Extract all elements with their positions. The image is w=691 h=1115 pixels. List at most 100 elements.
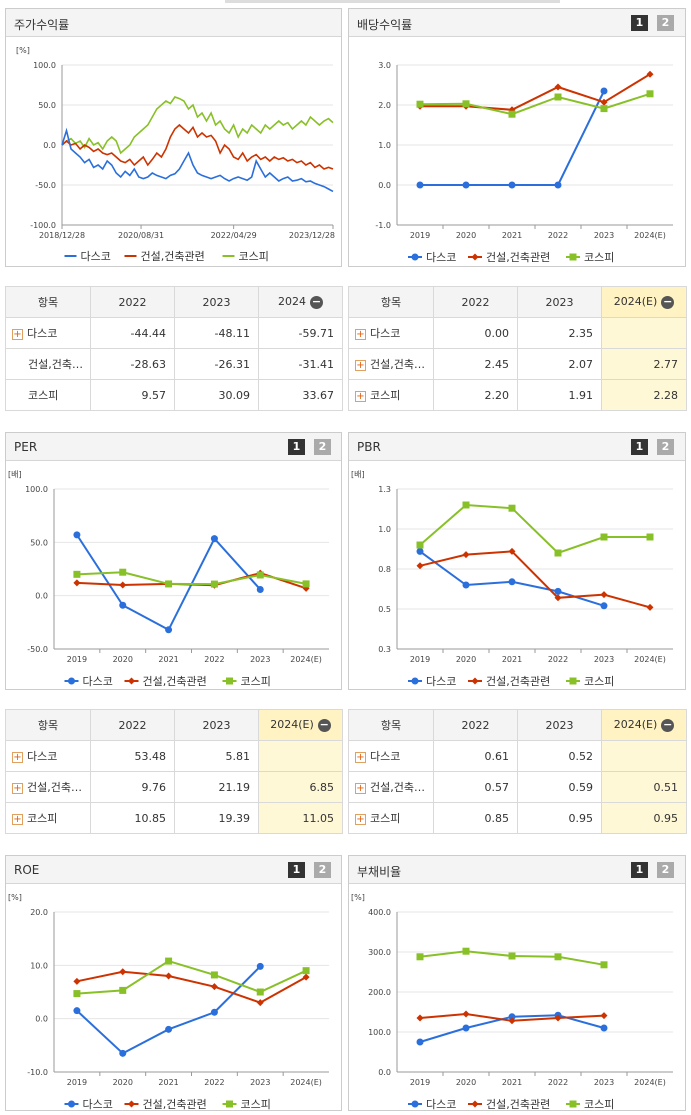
collapse-icon[interactable]: − <box>661 294 675 309</box>
data-point <box>600 1024 608 1032</box>
cell-value: 10.85 <box>90 802 175 834</box>
view-2-button[interactable]: 2 <box>314 862 331 878</box>
row-label: + 다스코 <box>348 317 434 349</box>
column-header: 2023 <box>174 286 259 318</box>
table-row: + 코스피 0.85 0.95 0.95 <box>348 802 687 834</box>
y-tick-label: 0.0 <box>378 1068 391 1077</box>
y-tick-label: 100.0 <box>25 485 48 494</box>
column-header: 2022 <box>433 286 518 318</box>
data-point <box>554 594 562 602</box>
data-point <box>416 541 424 549</box>
data-point <box>165 626 173 634</box>
expand-icon[interactable]: + <box>355 359 366 371</box>
view-1-button[interactable]: 1 <box>288 862 305 878</box>
view-2-button[interactable]: 2 <box>657 439 674 455</box>
panel-header: 부채비율 1 2 <box>349 856 685 884</box>
legend-marker <box>128 1100 135 1108</box>
per-chart: [배]100.0 50.0 0.0 -50.0 2019 2020 2021 2022 2023… <box>8 470 329 688</box>
view-1-button[interactable]: 1 <box>288 439 305 455</box>
expand-icon[interactable]: + <box>12 782 23 794</box>
cell-value: 0.95 <box>517 802 602 834</box>
column-header: 2024(E) − <box>601 709 687 741</box>
cell-value: -28.63 <box>90 348 175 380</box>
series-line <box>61 127 334 193</box>
view-1-button[interactable]: 1 <box>631 439 648 455</box>
data-point <box>256 999 264 1007</box>
data-point <box>508 547 516 555</box>
collapse-icon[interactable]: − <box>310 294 323 309</box>
row-label: + 다스코 <box>5 317 91 349</box>
row-label: 코스피 <box>5 379 91 411</box>
data-point <box>416 562 424 570</box>
cell-value: 19.39 <box>174 802 259 834</box>
legend-marker <box>411 1100 419 1108</box>
data-point <box>210 1008 218 1016</box>
cell-value: 0.00 <box>433 317 518 349</box>
table-row: + 다스코 0.00 2.35 <box>348 317 687 349</box>
column-header: 항목 <box>348 286 434 318</box>
cell-value: 0.85 <box>433 802 518 834</box>
collapse-icon[interactable]: − <box>317 717 331 732</box>
legend-marker <box>68 1100 75 1108</box>
data-point <box>508 1013 516 1021</box>
row-label: + 건설,건축… <box>5 771 91 803</box>
data-point <box>119 1049 127 1057</box>
table-header-row: 항목 2022 2023 2024− <box>5 286 343 318</box>
x-tick-label: 2020 <box>456 231 476 240</box>
legend-marker <box>471 253 479 261</box>
pbr-panel: PBR 1 2 [배] 1.3 1.0 0.8 0.5 0.3 2019 2020 2021 20… <box>348 432 686 690</box>
view-1-button[interactable]: 1 <box>631 15 648 31</box>
legend-marker <box>471 677 479 685</box>
data-point <box>462 1010 470 1018</box>
column-header: 2022 <box>90 286 175 318</box>
data-point <box>416 1014 424 1022</box>
legend-marker <box>226 1100 233 1108</box>
legend-label: 코스피 <box>584 1098 614 1110</box>
data-point <box>462 501 470 509</box>
cell-value: 2.07 <box>517 348 602 380</box>
stock-return-table: 항목 2022 2023 2024− + 다스코 -44.44 -48.11 -59.71 건설,… <box>5 286 343 411</box>
cell-value: 0.51 <box>601 771 687 803</box>
expand-icon[interactable]: + <box>355 751 366 763</box>
y-tick-label: 10.0 <box>30 961 48 970</box>
panel-header: 주가수익률 <box>6 9 341 37</box>
expand-icon[interactable]: + <box>355 390 366 402</box>
data-point <box>600 961 608 969</box>
cell-value: 0.52 <box>517 740 602 772</box>
series-line <box>76 970 307 1004</box>
legend-label: 건설,건축관련 <box>486 675 550 688</box>
data-point <box>256 571 264 579</box>
cell-value: 0.59 <box>517 771 602 803</box>
expand-icon[interactable]: + <box>355 782 366 794</box>
x-tick-label: 2022 <box>204 1078 224 1087</box>
view-1-button[interactable]: 1 <box>631 862 648 878</box>
x-tick-label: 2022 <box>548 655 568 664</box>
data-point <box>462 947 470 955</box>
y-tick-label: 200.0 <box>368 988 391 997</box>
data-point <box>600 105 608 113</box>
view-2-button[interactable]: 2 <box>314 439 331 455</box>
column-header: 항목 <box>348 709 434 741</box>
x-tick-label: 2020 <box>456 1078 476 1087</box>
data-point <box>508 181 516 189</box>
x-tick-label: 2021 <box>502 1078 522 1087</box>
expand-icon[interactable]: + <box>12 813 23 825</box>
view-2-button[interactable]: 2 <box>657 15 674 31</box>
x-tick-label: 2019 <box>410 655 430 664</box>
legend-marker <box>569 253 577 261</box>
y-tick-label: 0.8 <box>378 565 391 574</box>
legend-label: 건설,건축관련 <box>143 1098 207 1110</box>
x-tick-label: 2022 <box>548 1078 568 1087</box>
view-2-button[interactable]: 2 <box>657 862 674 878</box>
expand-icon[interactable]: + <box>355 813 366 825</box>
expand-icon[interactable]: + <box>12 328 23 340</box>
collapse-icon[interactable]: − <box>661 717 675 732</box>
column-header: 항목 <box>5 709 91 741</box>
table-row: + 건설,건축… 2.45 2.07 2.77 <box>348 348 687 380</box>
table-row: + 코스피 10.85 19.39 11.05 <box>5 802 343 834</box>
expand-icon[interactable]: + <box>355 328 366 340</box>
expand-icon[interactable]: + <box>12 751 23 763</box>
data-point <box>600 87 608 95</box>
data-point <box>165 580 173 588</box>
